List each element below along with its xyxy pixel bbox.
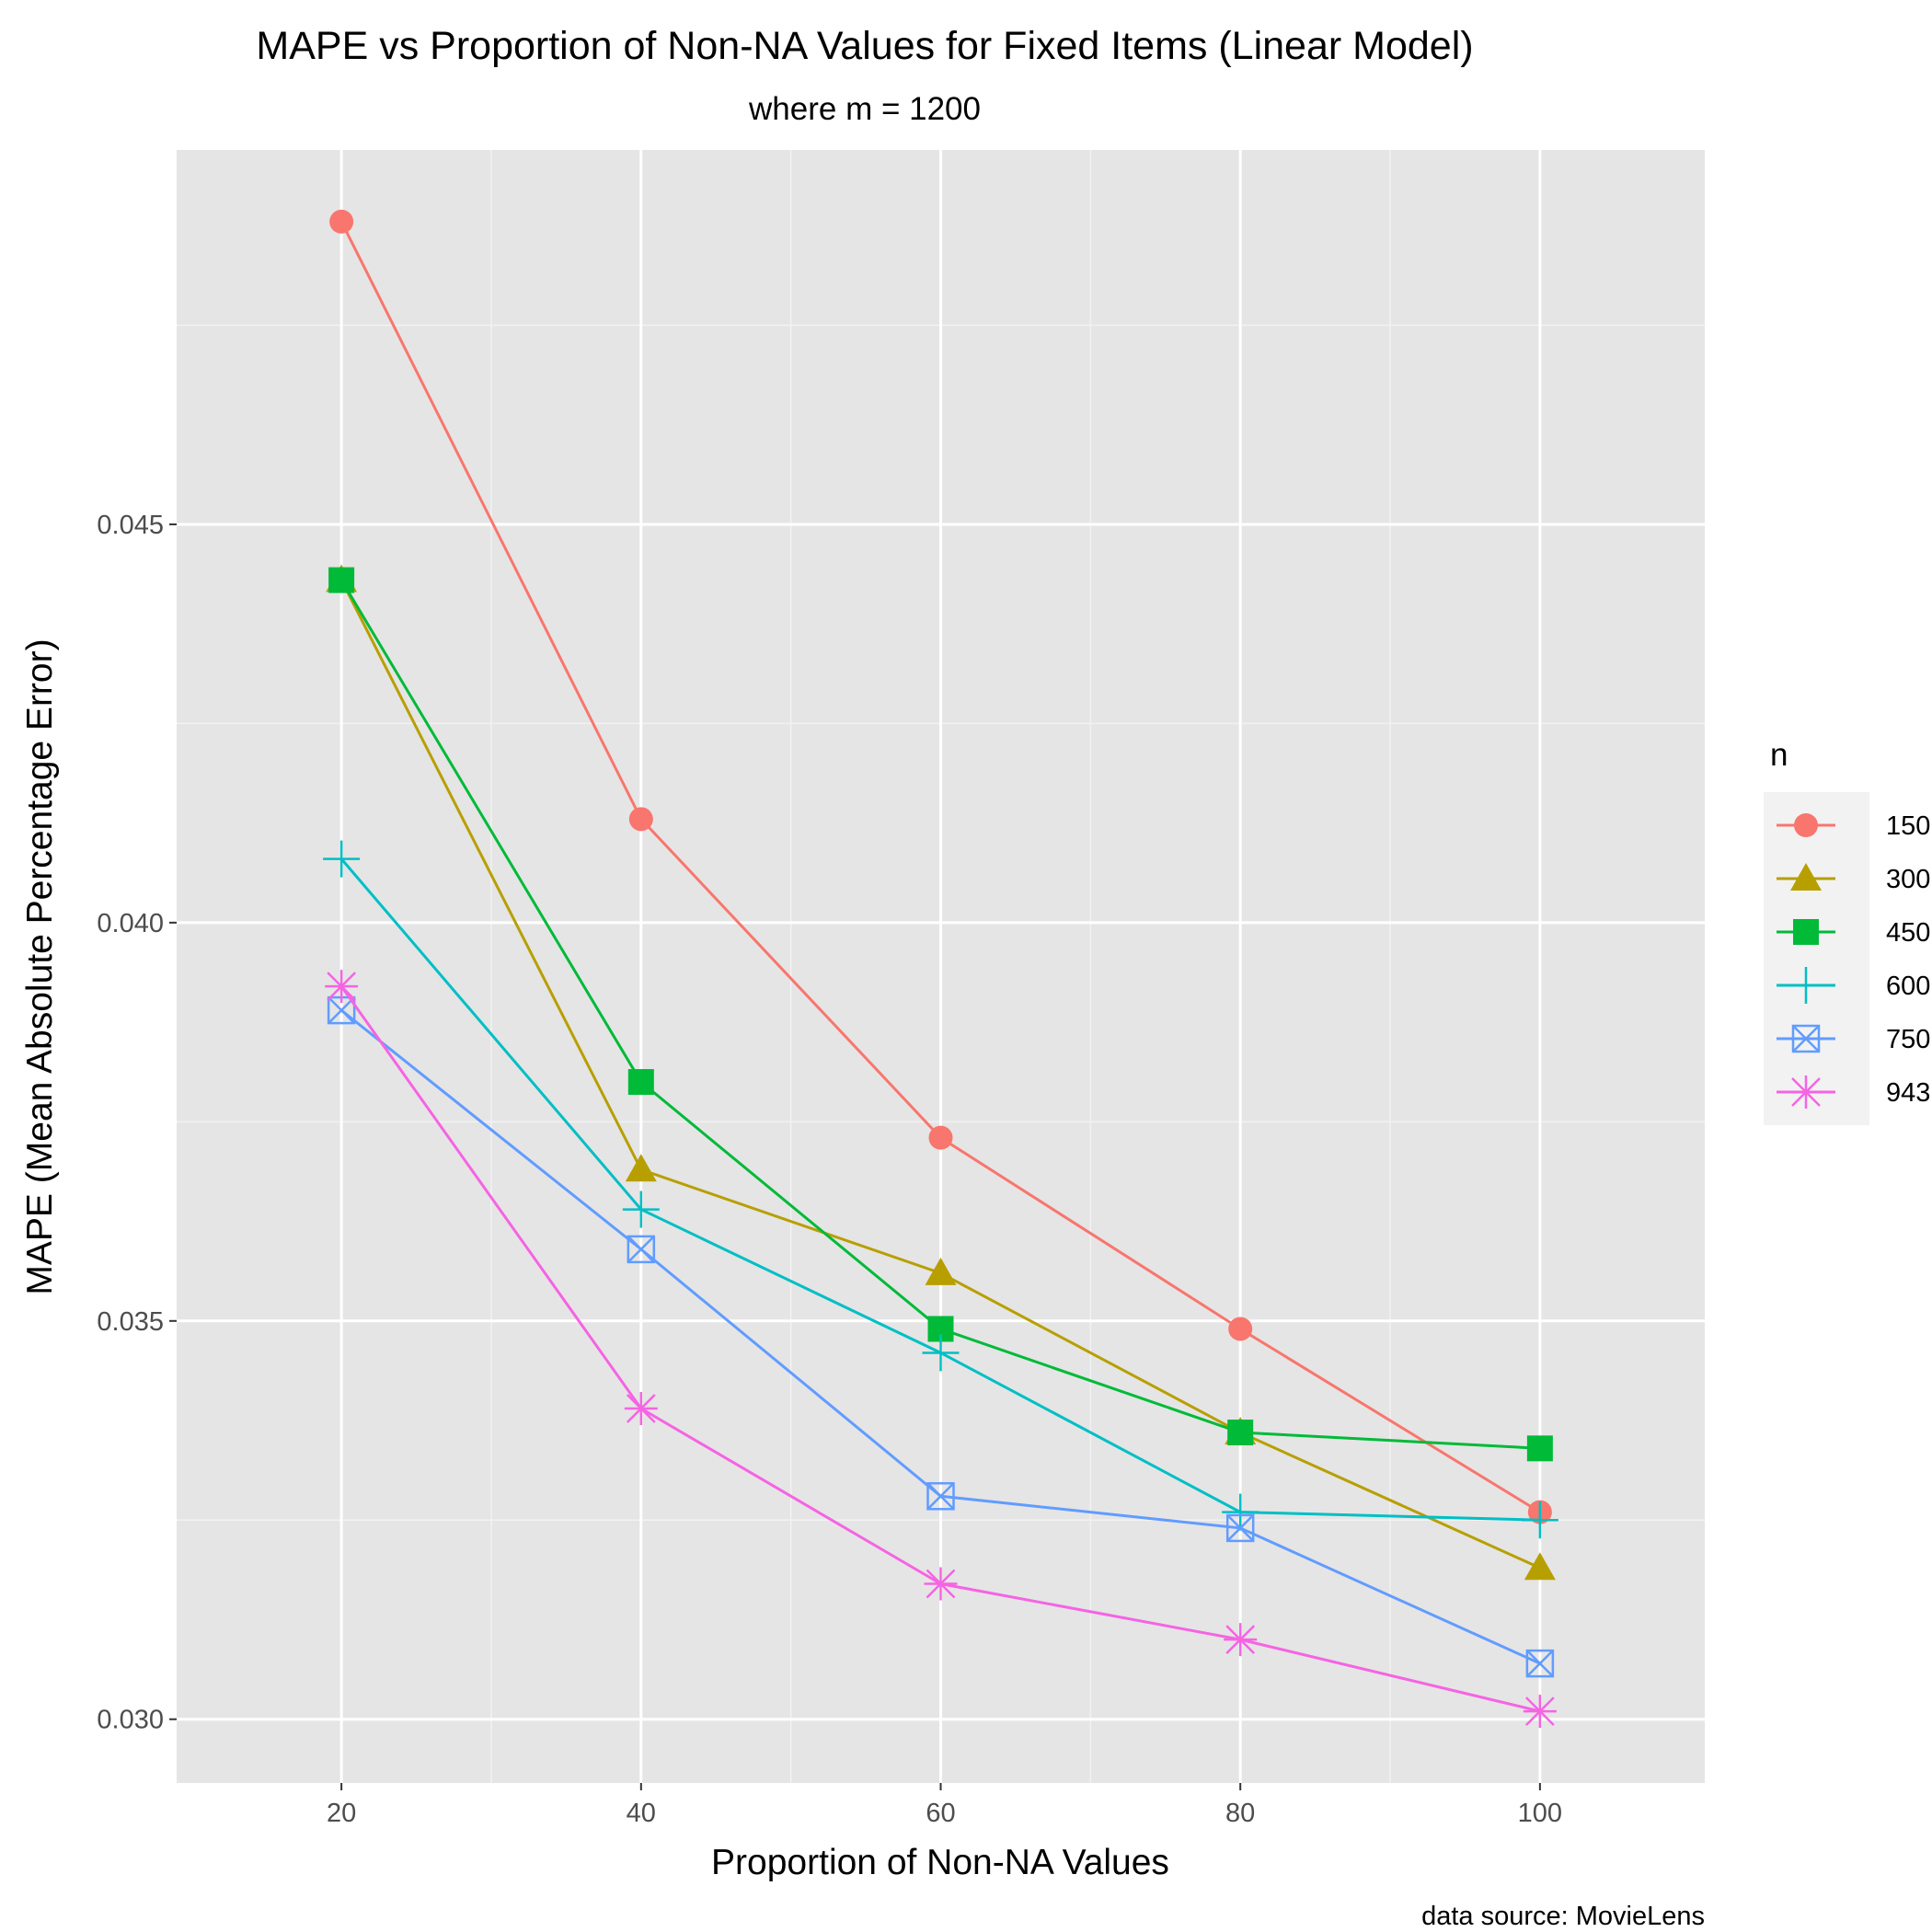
y-tick-label: 0.040: [97, 909, 164, 938]
y-axis-title: MAPE (Mean Absolute Percentage Error): [20, 638, 60, 1294]
data-point-600-80: [1222, 1493, 1259, 1531]
x-axis-title: Proportion of Non-NA Values: [711, 1843, 1169, 1882]
legend: n 150 300 450 600 750 943: [1764, 737, 1930, 1125]
data-point-750-100: [1525, 1649, 1555, 1678]
legend-label: 300: [1886, 865, 1930, 894]
legend-marker-750: [1791, 1024, 1821, 1053]
data-point-750-80: [1225, 1513, 1255, 1543]
legend-label: 600: [1886, 972, 1930, 1001]
y-tick-label: 0.030: [97, 1706, 164, 1735]
y-axis: 0.030 0.035 0.040 0.045: [97, 511, 177, 1735]
legend-marker-450: [1793, 919, 1819, 945]
data-point-943-20: [325, 970, 359, 1004]
data-point-750-60: [926, 1482, 955, 1511]
data-point-300-40: [625, 1154, 657, 1182]
legend-label: 943: [1886, 1078, 1930, 1108]
series-150: [329, 209, 1552, 1524]
data-point-600-20: [323, 840, 361, 878]
x-tick-label: 60: [926, 1799, 955, 1828]
data-series: [323, 209, 1558, 1729]
legend-marker-600: [1788, 967, 1824, 1004]
data-point-750-40: [627, 1235, 656, 1264]
data-point-450-100: [1526, 1435, 1553, 1462]
series-600: [323, 840, 1558, 1539]
legend-marker-150: [1794, 813, 1818, 837]
data-point-450-20: [328, 567, 355, 593]
legend-item-943: 943: [1777, 1075, 1930, 1109]
legend-item-750: 750: [1777, 1024, 1930, 1054]
data-point-943-80: [1224, 1623, 1258, 1657]
x-tick-label: 20: [327, 1799, 356, 1828]
legend-item-450: 450: [1777, 918, 1930, 948]
chart-subtitle: where m = 1200: [748, 91, 981, 127]
legend-label: 750: [1886, 1025, 1930, 1054]
legend-marker-943: [1789, 1075, 1823, 1109]
data-point-600-40: [622, 1190, 660, 1228]
y-tick-label: 0.045: [97, 511, 164, 540]
data-point-300-100: [1524, 1552, 1556, 1581]
legend-item-300: 300: [1777, 863, 1930, 894]
x-tick-label: 80: [1225, 1799, 1255, 1828]
data-point-600-100: [1521, 1501, 1558, 1539]
legend-label: 150: [1886, 811, 1930, 841]
data-point-450-40: [627, 1069, 654, 1096]
data-point-943-100: [1523, 1695, 1557, 1729]
series-450: [328, 567, 1553, 1462]
data-point-943-40: [624, 1392, 658, 1426]
data-point-150-60: [928, 1125, 953, 1150]
legend-label: 450: [1886, 918, 1930, 948]
chart-title: MAPE vs Proportion of Non-NA Values for …: [256, 24, 1473, 68]
data-point-150-80: [1228, 1317, 1253, 1341]
data-point-150-40: [628, 807, 653, 832]
series-943: [325, 970, 1557, 1729]
data-point-943-60: [924, 1567, 958, 1601]
legend-item-600: 600: [1777, 967, 1930, 1004]
x-tick-label: 40: [627, 1799, 656, 1828]
series-750: [327, 995, 1555, 1678]
legend-background: [1764, 792, 1869, 1125]
data-point-600-60: [922, 1334, 960, 1372]
data-point-150-20: [329, 209, 354, 234]
y-tick-label: 0.035: [97, 1307, 164, 1337]
data-point-300-60: [925, 1257, 957, 1285]
legend-marker-300: [1790, 863, 1822, 891]
x-tick-label: 100: [1518, 1799, 1562, 1828]
x-axis: 20 40 60 80 100: [327, 1783, 1562, 1828]
data-point-450-80: [1227, 1420, 1254, 1446]
legend-title: n: [1770, 737, 1788, 773]
legend-item-150: 150: [1777, 811, 1930, 841]
caption: data source: MovieLens: [1421, 1902, 1705, 1931]
